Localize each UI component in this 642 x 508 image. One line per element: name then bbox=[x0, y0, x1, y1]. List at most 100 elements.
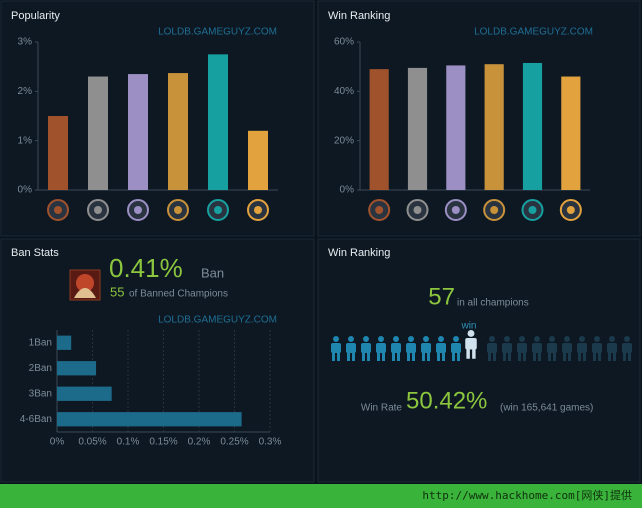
person-leg bbox=[377, 352, 380, 361]
win-marker: win bbox=[460, 321, 476, 332]
bar bbox=[208, 54, 228, 191]
person-leg bbox=[523, 352, 526, 361]
person-leg bbox=[623, 352, 626, 361]
bar bbox=[48, 116, 68, 190]
person-leg bbox=[337, 352, 340, 361]
win-rate: 50.42% bbox=[406, 387, 487, 414]
person-leg bbox=[332, 352, 335, 361]
person-leg bbox=[437, 352, 440, 361]
ban-rate: 0.41% bbox=[109, 253, 183, 283]
person-leg bbox=[422, 352, 425, 361]
person-body bbox=[577, 343, 587, 353]
bar bbox=[407, 67, 428, 190]
y-tick-label: 3% bbox=[18, 37, 33, 48]
y-tick-label: 3Ban bbox=[29, 388, 52, 399]
y-tick-label: 2Ban bbox=[29, 363, 52, 374]
rank-emblem-core bbox=[214, 206, 222, 214]
ban-count-label: of Banned Champions bbox=[129, 289, 228, 300]
person-head bbox=[423, 336, 429, 342]
bar bbox=[57, 335, 72, 350]
person-leg bbox=[367, 352, 370, 361]
y-tick-label: 60% bbox=[334, 37, 354, 48]
y-tick-label: 20% bbox=[334, 135, 354, 146]
bar bbox=[248, 130, 268, 190]
person-head bbox=[549, 336, 555, 342]
person-leg bbox=[538, 352, 541, 361]
win-rate-label: Win Rate bbox=[361, 403, 403, 414]
rank-emblem-core bbox=[375, 206, 384, 214]
bar bbox=[522, 62, 543, 190]
person-leg bbox=[382, 352, 385, 361]
person-body bbox=[331, 343, 341, 353]
person-body bbox=[406, 343, 416, 353]
person-body bbox=[487, 343, 497, 353]
person-leg bbox=[608, 352, 611, 361]
person-leg bbox=[397, 352, 400, 361]
person-head bbox=[408, 336, 414, 342]
person-body bbox=[592, 343, 602, 353]
champion-avatar bbox=[69, 269, 101, 301]
person-leg bbox=[427, 352, 430, 361]
person-body bbox=[376, 343, 386, 353]
person-head bbox=[519, 336, 525, 342]
person-head bbox=[564, 336, 570, 342]
x-tick-label: 0.15% bbox=[149, 437, 177, 448]
person-leg bbox=[548, 352, 551, 361]
person-leg bbox=[457, 352, 460, 361]
person-body bbox=[547, 343, 557, 353]
person-head bbox=[467, 330, 475, 337]
person-leg bbox=[593, 352, 596, 361]
person-body bbox=[502, 343, 512, 353]
rank-emblem-core bbox=[254, 206, 262, 214]
watermark: LOLDB.GAMEGUYZ.COM bbox=[474, 27, 593, 38]
person-leg bbox=[362, 352, 365, 361]
person-head bbox=[378, 336, 384, 342]
person-body bbox=[562, 343, 572, 353]
rank-emblem-core bbox=[451, 206, 460, 214]
rank: 57 bbox=[428, 283, 455, 310]
bar bbox=[57, 386, 112, 401]
x-tick-label: 0.2% bbox=[188, 437, 211, 448]
person-body bbox=[436, 343, 446, 353]
person-leg bbox=[628, 352, 631, 361]
rank-emblem-core bbox=[134, 206, 142, 214]
bar bbox=[561, 76, 581, 190]
person-head bbox=[333, 336, 339, 342]
chart-title: Popularity bbox=[11, 10, 60, 22]
person-head bbox=[504, 336, 510, 342]
person-leg bbox=[472, 348, 476, 359]
bar bbox=[128, 74, 148, 190]
person-leg bbox=[412, 352, 415, 361]
y-tick-label: 0% bbox=[340, 185, 355, 196]
person-leg bbox=[407, 352, 410, 361]
rank-emblem-core bbox=[174, 206, 182, 214]
person-leg bbox=[442, 352, 445, 361]
ban-count: 55 bbox=[110, 284, 124, 299]
person-body bbox=[465, 338, 477, 350]
x-tick-label: 0.05% bbox=[78, 437, 106, 448]
person-leg bbox=[466, 348, 470, 359]
watermark: LOLDB.GAMEGUYZ.COM bbox=[158, 27, 277, 38]
person-leg bbox=[518, 352, 521, 361]
person-body bbox=[361, 343, 371, 353]
person-leg bbox=[488, 352, 491, 361]
person-leg bbox=[352, 352, 355, 361]
person-leg bbox=[598, 352, 601, 361]
person-leg bbox=[533, 352, 536, 361]
person-leg bbox=[563, 352, 566, 361]
chart-title: Win Ranking bbox=[328, 10, 390, 22]
person-head bbox=[534, 336, 540, 342]
panel bbox=[0, 238, 315, 483]
rank-emblem-core bbox=[413, 206, 422, 214]
watermark: LOLDB.GAMEGUYZ.COM bbox=[158, 315, 277, 326]
x-tick-label: 0% bbox=[50, 437, 65, 448]
panel-title: Win Ranking bbox=[328, 247, 390, 259]
person-leg bbox=[503, 352, 506, 361]
person-leg bbox=[553, 352, 556, 361]
person-head bbox=[438, 336, 444, 342]
people-row bbox=[331, 330, 632, 361]
rank-emblem-core bbox=[94, 206, 102, 214]
person-head bbox=[489, 336, 495, 342]
person-leg bbox=[583, 352, 586, 361]
